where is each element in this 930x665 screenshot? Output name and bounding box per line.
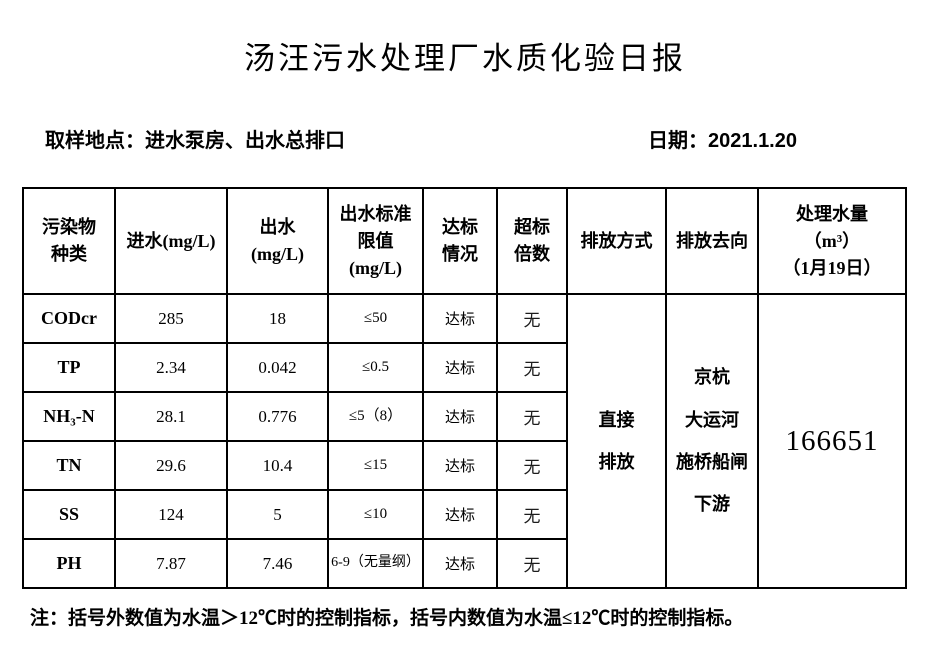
header-discharge-method: 排放方式 [566, 187, 667, 295]
influent-value-cell: 124 [114, 489, 228, 540]
footnote: 注：括号外数值为水温＞12℃时的控制指标，括号内数值为水温≤12℃时的控制指标。 [30, 608, 744, 629]
limit-value-cell: ≤15 [327, 440, 424, 491]
influent-value-cell: 285 [114, 293, 228, 344]
pollutant-name-cell: CODcr [22, 293, 116, 344]
effluent-value-cell: 0.776 [226, 391, 329, 442]
report-meta: 取样地点：进水泵房、出水总排口 日期：2021.1.20 [45, 124, 797, 153]
compliance-cell: 达标 [422, 391, 498, 442]
limit-value-cell: 6-9（无量纲） [327, 538, 424, 589]
compliance-cell: 达标 [422, 440, 498, 491]
influent-value-cell: 29.6 [114, 440, 228, 491]
exceedance-cell: 无 [496, 489, 568, 540]
header-treated-volume: 处理水量 （m³） （1月19日） [757, 187, 907, 295]
compliance-cell: 达标 [422, 342, 498, 393]
pollutant-name-cell: TN [22, 440, 116, 491]
header-row: 污染物 种类 进水(mg/L) 出水 (mg/L) 出水标准 限值 (mg/L)… [22, 187, 907, 295]
table-row: NH₃-N 28.1 0.776 ≤5（8） 达标 无 [22, 391, 906, 442]
compliance-cell: 达标 [422, 538, 498, 589]
exceedance-cell: 无 [496, 391, 568, 442]
date-label: 日期：2021.1.20 [648, 130, 797, 152]
influent-value-cell: 7.87 [114, 538, 228, 589]
water-quality-table: 污染物 种类 进水(mg/L) 出水 (mg/L) 出水标准 限值 (mg/L)… [22, 187, 907, 589]
header-exceedance-multiple: 超标 倍数 [496, 187, 568, 295]
pollutant-name-cell: TP [22, 342, 116, 393]
pollutant-name-cell: NH₃-N [22, 391, 116, 442]
table-row: SS 124 5 ≤10 达标 无 [22, 489, 906, 540]
table-row: TN 29.6 10.4 ≤15 达标 无 [22, 440, 906, 491]
table-row: PH 7.87 7.46 6-9（无量纲） 达标 无 [22, 538, 906, 589]
table-row: TP 2.34 0.042 ≤0.5 达标 无 [22, 342, 906, 393]
influent-value-cell: 28.1 [114, 391, 228, 442]
exceedance-cell: 无 [496, 538, 568, 589]
limit-value-cell: ≤5（8） [327, 391, 424, 442]
discharge-method-cell: 直接 排放 [566, 293, 667, 589]
header-compliance-status: 达标 情况 [422, 187, 498, 295]
effluent-value-cell: 18 [226, 293, 329, 344]
treated-volume-cell: 166651 [757, 293, 907, 589]
influent-value-cell: 2.34 [114, 342, 228, 393]
page-title: 汤汪污水处理厂水质化验日报 [244, 41, 686, 76]
pollutant-name-cell: SS [22, 489, 116, 540]
header-effluent: 出水 (mg/L) [226, 187, 329, 295]
pollutant-name-cell: PH [22, 538, 116, 589]
effluent-value-cell: 5 [226, 489, 329, 540]
header-effluent-limit: 出水标准 限值 (mg/L) [327, 187, 424, 295]
header-discharge-destination: 排放去向 [665, 187, 759, 295]
exceedance-cell: 无 [496, 342, 568, 393]
effluent-value-cell: 7.46 [226, 538, 329, 589]
effluent-value-cell: 10.4 [226, 440, 329, 491]
exceedance-cell: 无 [496, 440, 568, 491]
discharge-destination-cell: 京杭 大运河 施桥船闸 下游 [665, 293, 759, 589]
compliance-cell: 达标 [422, 489, 498, 540]
compliance-cell: 达标 [422, 293, 498, 344]
effluent-value-cell: 0.042 [226, 342, 329, 393]
table-row: CODcr 285 18 ≤50 达标 无 直接 排放 京杭 大运河 施桥船闸 … [22, 293, 907, 589]
sampling-point-label: 取样地点：进水泵房、出水总排口 [45, 130, 345, 152]
limit-value-cell: ≤10 [327, 489, 424, 540]
header-pollutant-type: 污染物 种类 [22, 187, 116, 295]
exceedance-cell: 无 [496, 293, 568, 344]
header-influent: 进水(mg/L) [114, 187, 228, 295]
limit-value-cell: ≤50 [327, 293, 424, 344]
limit-value-cell: ≤0.5 [327, 342, 424, 393]
